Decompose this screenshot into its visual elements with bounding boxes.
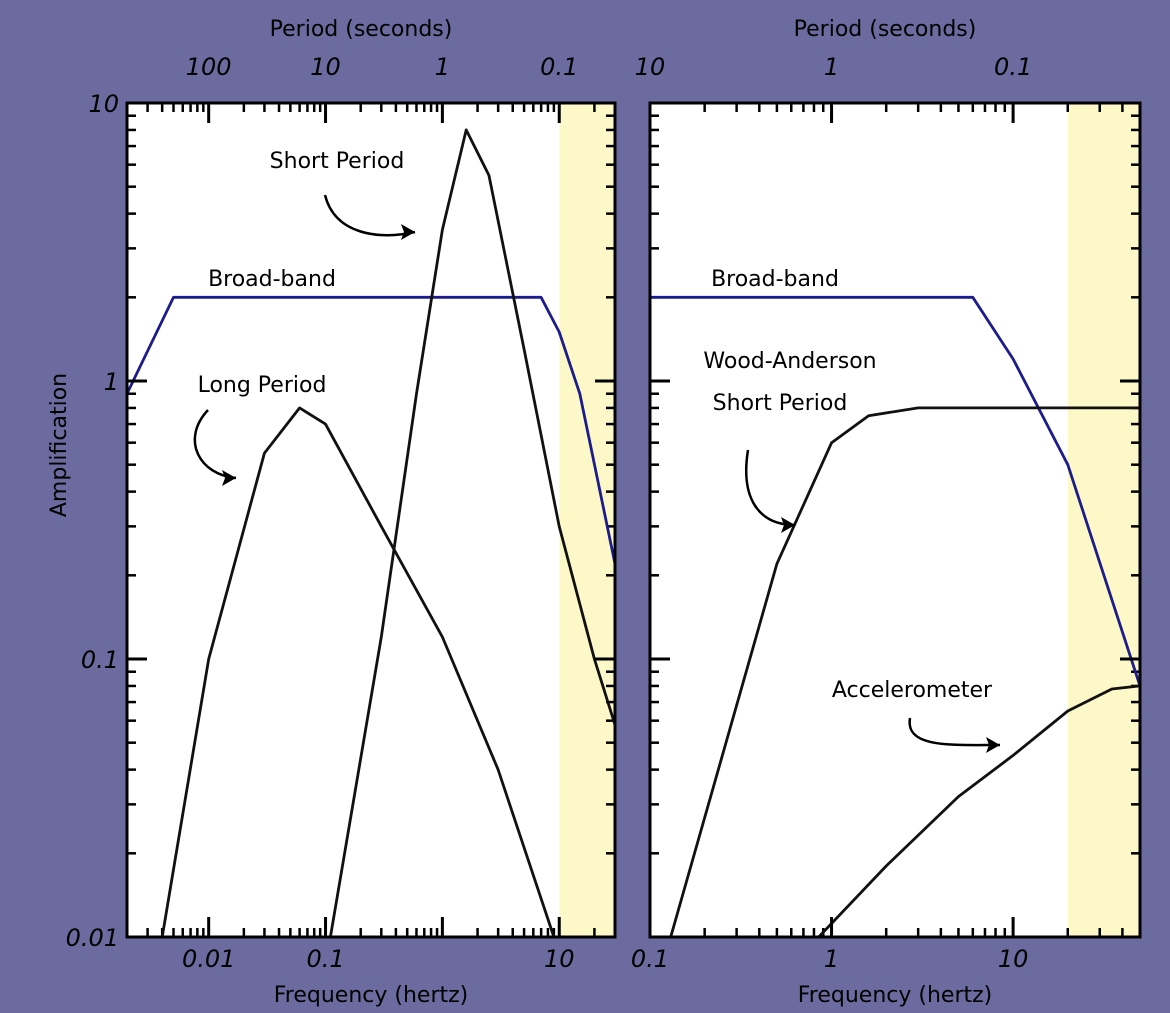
x-tick-label: 10 bbox=[544, 945, 575, 973]
annotation-arrow bbox=[323, 194, 416, 237]
x2-tick-label: 0.1 bbox=[540, 53, 578, 81]
left-panel: 0.01 0.1 10 100 10 1 0.1 0.01 0.1 1 10 Frequency (h… bbox=[66, 17, 617, 1008]
y-tick-label: 1 bbox=[104, 368, 119, 396]
annotation-label: Short Period bbox=[270, 149, 405, 174]
y-axis-title: Amplification bbox=[47, 373, 72, 517]
plot-area bbox=[650, 103, 1140, 937]
x-tick-label: 0.1 bbox=[631, 945, 669, 973]
annotation-label: Broad-band bbox=[208, 267, 336, 292]
series-line-wood-anderson-short-period bbox=[669, 406, 1142, 939]
shaded-high-frequency-band bbox=[1067, 103, 1140, 937]
annotation-label: Accelerometer bbox=[832, 678, 993, 703]
annotation-arrow bbox=[908, 717, 1001, 747]
annotation-arrowhead bbox=[401, 224, 415, 240]
x2-tick-label: 10 bbox=[310, 53, 341, 81]
x2-axis-title: Period (seconds) bbox=[794, 17, 977, 42]
annotation-label: Wood-Anderson bbox=[703, 349, 876, 374]
series-line-broad-band bbox=[125, 295, 617, 566]
annotation-arrowhead bbox=[222, 470, 236, 486]
annotation-arrowhead bbox=[986, 737, 1000, 753]
x-tick-label: 10 bbox=[998, 945, 1029, 973]
series-line-broad-band bbox=[648, 295, 1142, 688]
x2-tick-label: 10 bbox=[635, 53, 666, 81]
annotation-label: Short Period bbox=[713, 391, 848, 416]
series-line-short-period bbox=[329, 128, 617, 939]
plot-area bbox=[127, 103, 615, 937]
x2-tick-label: 1 bbox=[824, 53, 839, 81]
plot-border bbox=[648, 101, 1142, 939]
x-axis-title: Frequency (hertz) bbox=[274, 983, 469, 1008]
y-tick-label: 0.01 bbox=[66, 924, 119, 952]
x2-tick-label: 0.1 bbox=[994, 53, 1032, 81]
series-line-long-period bbox=[160, 406, 556, 939]
y-tick-label: 10 bbox=[88, 90, 119, 118]
series-line-accelerometer bbox=[817, 684, 1142, 939]
x2-tick-label: 1 bbox=[435, 53, 450, 81]
x2-tick-label: 100 bbox=[186, 53, 232, 81]
x-axis-title: Frequency (hertz) bbox=[798, 983, 993, 1008]
plot-border bbox=[125, 101, 617, 939]
x-tick-label: 1 bbox=[824, 945, 839, 973]
annotation-label: Broad-band bbox=[711, 267, 839, 292]
annotation-arrowhead bbox=[781, 517, 795, 533]
annotation-label: Long Period bbox=[198, 373, 327, 398]
y-tick-label: 0.1 bbox=[81, 646, 119, 674]
x2-axis-title: Period (seconds) bbox=[270, 17, 453, 42]
x-tick-label: 0.1 bbox=[306, 945, 344, 973]
right-panel: 0.1 1 10 10 1 0.1 Frequency (hertz) Period (sec… bbox=[631, 17, 1142, 1008]
x-tick-label: 0.01 bbox=[182, 945, 235, 973]
